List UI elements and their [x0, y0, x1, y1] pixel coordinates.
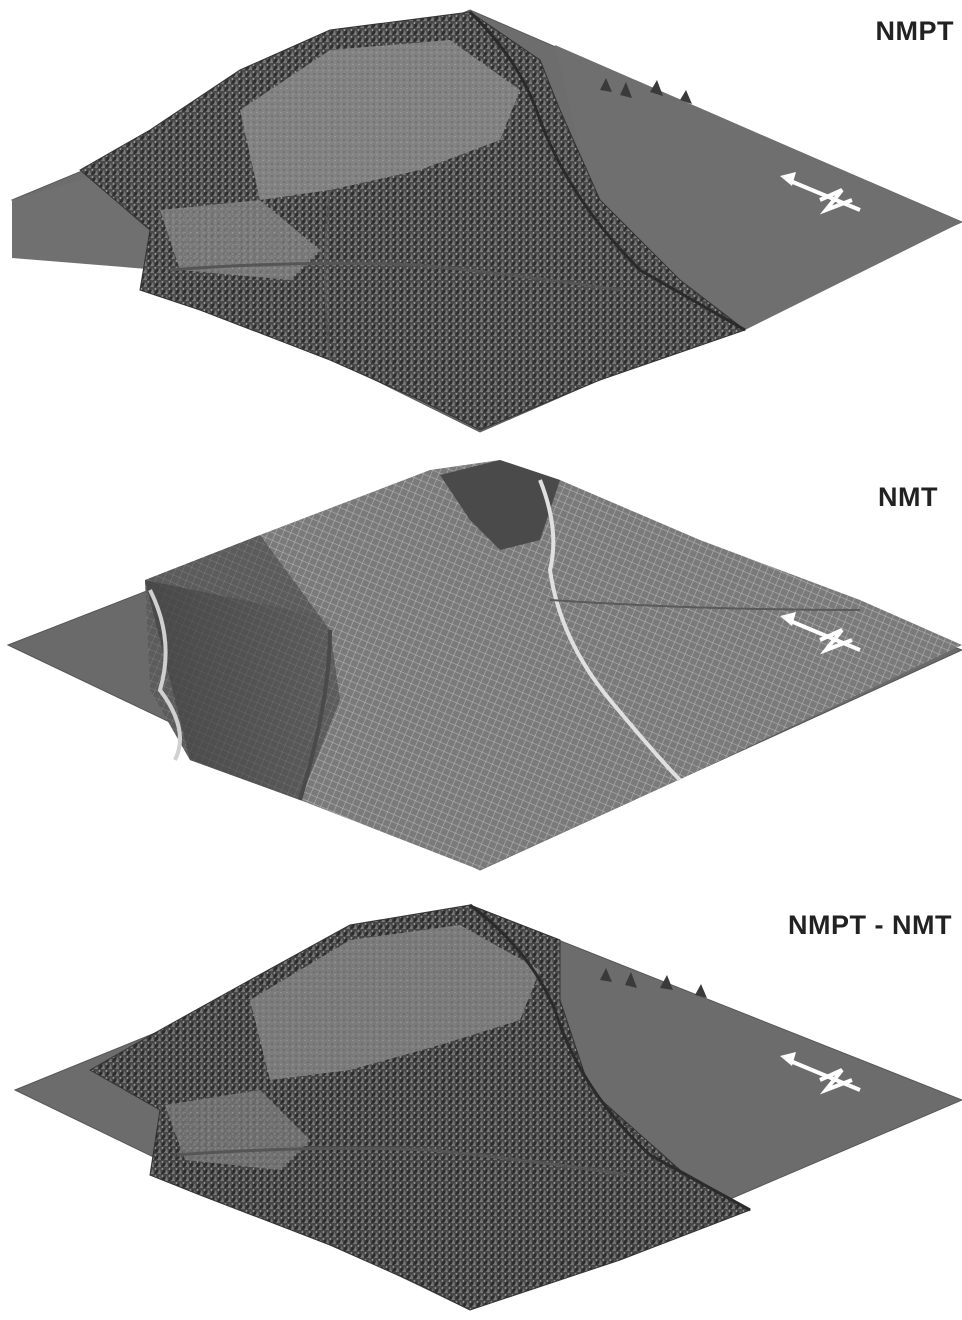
north-arrow-icon [780, 172, 861, 215]
meadow-area [250, 925, 540, 1080]
north-arrow-icon [780, 612, 861, 655]
north-arrow-icon [780, 1052, 861, 1095]
terrain-render-nmt [6, 460, 962, 871]
panel-nmpt-minus-nmt: NMPT - NMT [0, 880, 962, 1320]
panel-nmpt: NMPT [0, 0, 962, 440]
terrain-render-nmpt [10, 9, 962, 433]
terrain-mesh [145, 460, 962, 870]
panel-title: NMPT [875, 16, 954, 46]
meadow-area [240, 40, 520, 200]
panel-nmt: NMT [0, 440, 962, 880]
terrain-render-nmpt-minus-nmt [13, 903, 962, 1311]
panel-title: NMPT - NMT [788, 910, 952, 940]
panel-title: NMT [878, 482, 938, 512]
ridge-line [538, 479, 682, 782]
